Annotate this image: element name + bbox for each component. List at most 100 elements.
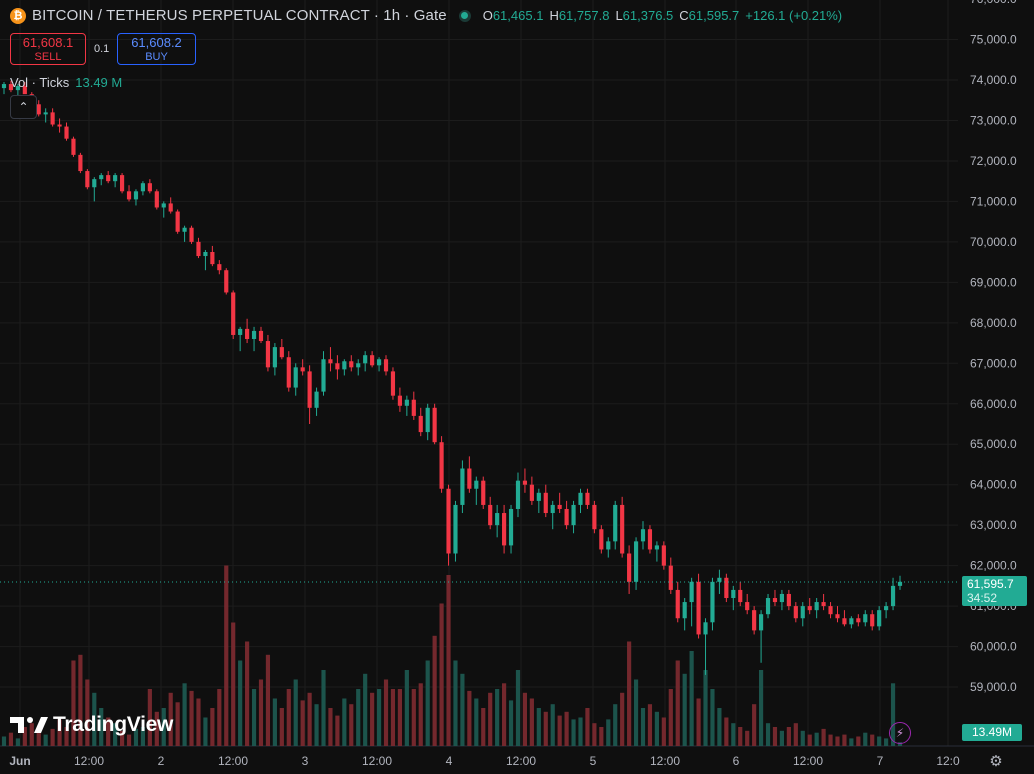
x-tick-label: 5 <box>590 754 597 768</box>
candle-body <box>640 529 646 542</box>
candle-body <box>175 211 180 232</box>
volume-bar <box>724 717 729 746</box>
volume-bar <box>654 711 659 746</box>
bar-countdown: 34:52 <box>967 591 998 605</box>
symbol-title[interactable]: BITCOIN / TETHERUS PERPETUAL CONTRACT · … <box>32 7 447 24</box>
buy-button[interactable]: 61,608.2 BUY <box>117 33 196 65</box>
chevron-up-icon[interactable]: ⌃ <box>10 95 37 119</box>
candle-body <box>488 504 493 526</box>
candle-body <box>126 191 132 200</box>
candle-body <box>877 610 882 627</box>
volume-bar <box>689 651 694 746</box>
candle-body <box>238 328 243 335</box>
volume-bar <box>627 641 632 746</box>
ohlc-values: O61,465.1 H61,757.8 L61,376.5 C61,595.7 … <box>483 8 842 23</box>
volume-bar <box>696 698 701 746</box>
volume-bar <box>1 736 7 746</box>
volume-bar <box>703 670 708 746</box>
candle-body <box>293 367 298 388</box>
volume-legend[interactable]: Vol · Ticks 13.49 M <box>10 75 122 90</box>
volume-bar <box>863 732 868 746</box>
volume-bar <box>793 723 798 746</box>
y-tick-label: 72,000.0 <box>970 154 1017 168</box>
x-tick-label: 6 <box>733 754 740 768</box>
volume-bar <box>342 698 347 746</box>
candle-body <box>258 330 264 342</box>
open-value: 61,465.1 <box>492 8 544 23</box>
volume-bar <box>557 715 562 746</box>
y-tick-label: 74,000.0 <box>970 73 1017 87</box>
volume-bar <box>370 692 375 746</box>
volume-bar <box>238 660 243 746</box>
candle-body <box>675 589 680 619</box>
volume-label: Vol · Ticks <box>10 75 70 90</box>
bitcoin-icon: ₿ <box>10 7 26 24</box>
volume-bar <box>328 708 333 746</box>
volume-value: 13.49 M <box>75 75 123 90</box>
x-tick-label: 12:00 <box>793 754 823 768</box>
volume-bar <box>106 717 111 746</box>
candle-body <box>432 407 437 443</box>
volume-bar <box>870 734 875 746</box>
volume-bar <box>890 683 896 746</box>
lightning-icon[interactable]: ⚡ <box>889 722 911 744</box>
volume-bar <box>293 679 298 746</box>
candle-body <box>314 391 319 408</box>
candle-body <box>390 371 396 396</box>
candle-body <box>140 183 145 192</box>
volume-bar <box>488 692 493 746</box>
x-tick-label: 4 <box>446 754 453 768</box>
candle-body <box>627 553 632 582</box>
tradingview-logo-text: TradingView <box>53 713 174 736</box>
volume-bar <box>8 732 14 746</box>
market-open-dot-icon[interactable] <box>458 9 471 22</box>
volume-bar <box>738 727 743 746</box>
candle-body <box>300 367 305 372</box>
x-tick-label: 3 <box>302 754 309 768</box>
volume-bar <box>57 719 62 746</box>
candle-body <box>842 618 847 625</box>
y-tick-label: 71,000.0 <box>970 194 1017 208</box>
volume-bar <box>564 711 569 746</box>
volume-bar <box>265 654 271 746</box>
candle-body <box>245 328 250 340</box>
candle-body <box>522 480 528 485</box>
candle-body <box>835 614 840 619</box>
candle-body <box>460 468 465 505</box>
candle-body <box>654 545 659 550</box>
volume-bar <box>147 689 152 746</box>
volume-bar <box>425 660 430 746</box>
candle-body <box>15 86 20 91</box>
tradingview-logo[interactable]: TradingView <box>10 713 173 737</box>
volume-bar <box>279 708 284 746</box>
volume-bar <box>78 654 83 746</box>
candle-body <box>821 602 826 607</box>
candle-body <box>557 504 562 509</box>
volume-bar <box>682 673 687 746</box>
volume-bar <box>29 723 34 746</box>
volume-bar <box>210 708 215 746</box>
candle-body <box>890 585 896 607</box>
volume-bar <box>522 692 528 746</box>
volume-bar <box>335 715 340 746</box>
candle-body <box>397 395 402 406</box>
close-label: C <box>679 8 689 23</box>
x-tick-label: 12:00 <box>362 754 392 768</box>
high-label: H <box>549 8 559 23</box>
candle-body <box>731 589 736 599</box>
sell-button[interactable]: 61,608.1 SELL <box>10 33 86 65</box>
candle-body <box>550 504 555 514</box>
volume-bar <box>446 575 451 746</box>
candle-body <box>404 399 409 406</box>
y-tick-label: 59,000.0 <box>970 680 1017 694</box>
volume-bar <box>884 738 889 746</box>
candle-body <box>724 577 729 599</box>
volume-bar <box>849 738 854 746</box>
volume-bar <box>550 704 555 746</box>
volume-bar <box>821 728 826 746</box>
gear-icon[interactable]: ⚙ <box>989 753 1003 770</box>
volume-bar <box>765 723 771 746</box>
candle-body <box>251 330 257 340</box>
